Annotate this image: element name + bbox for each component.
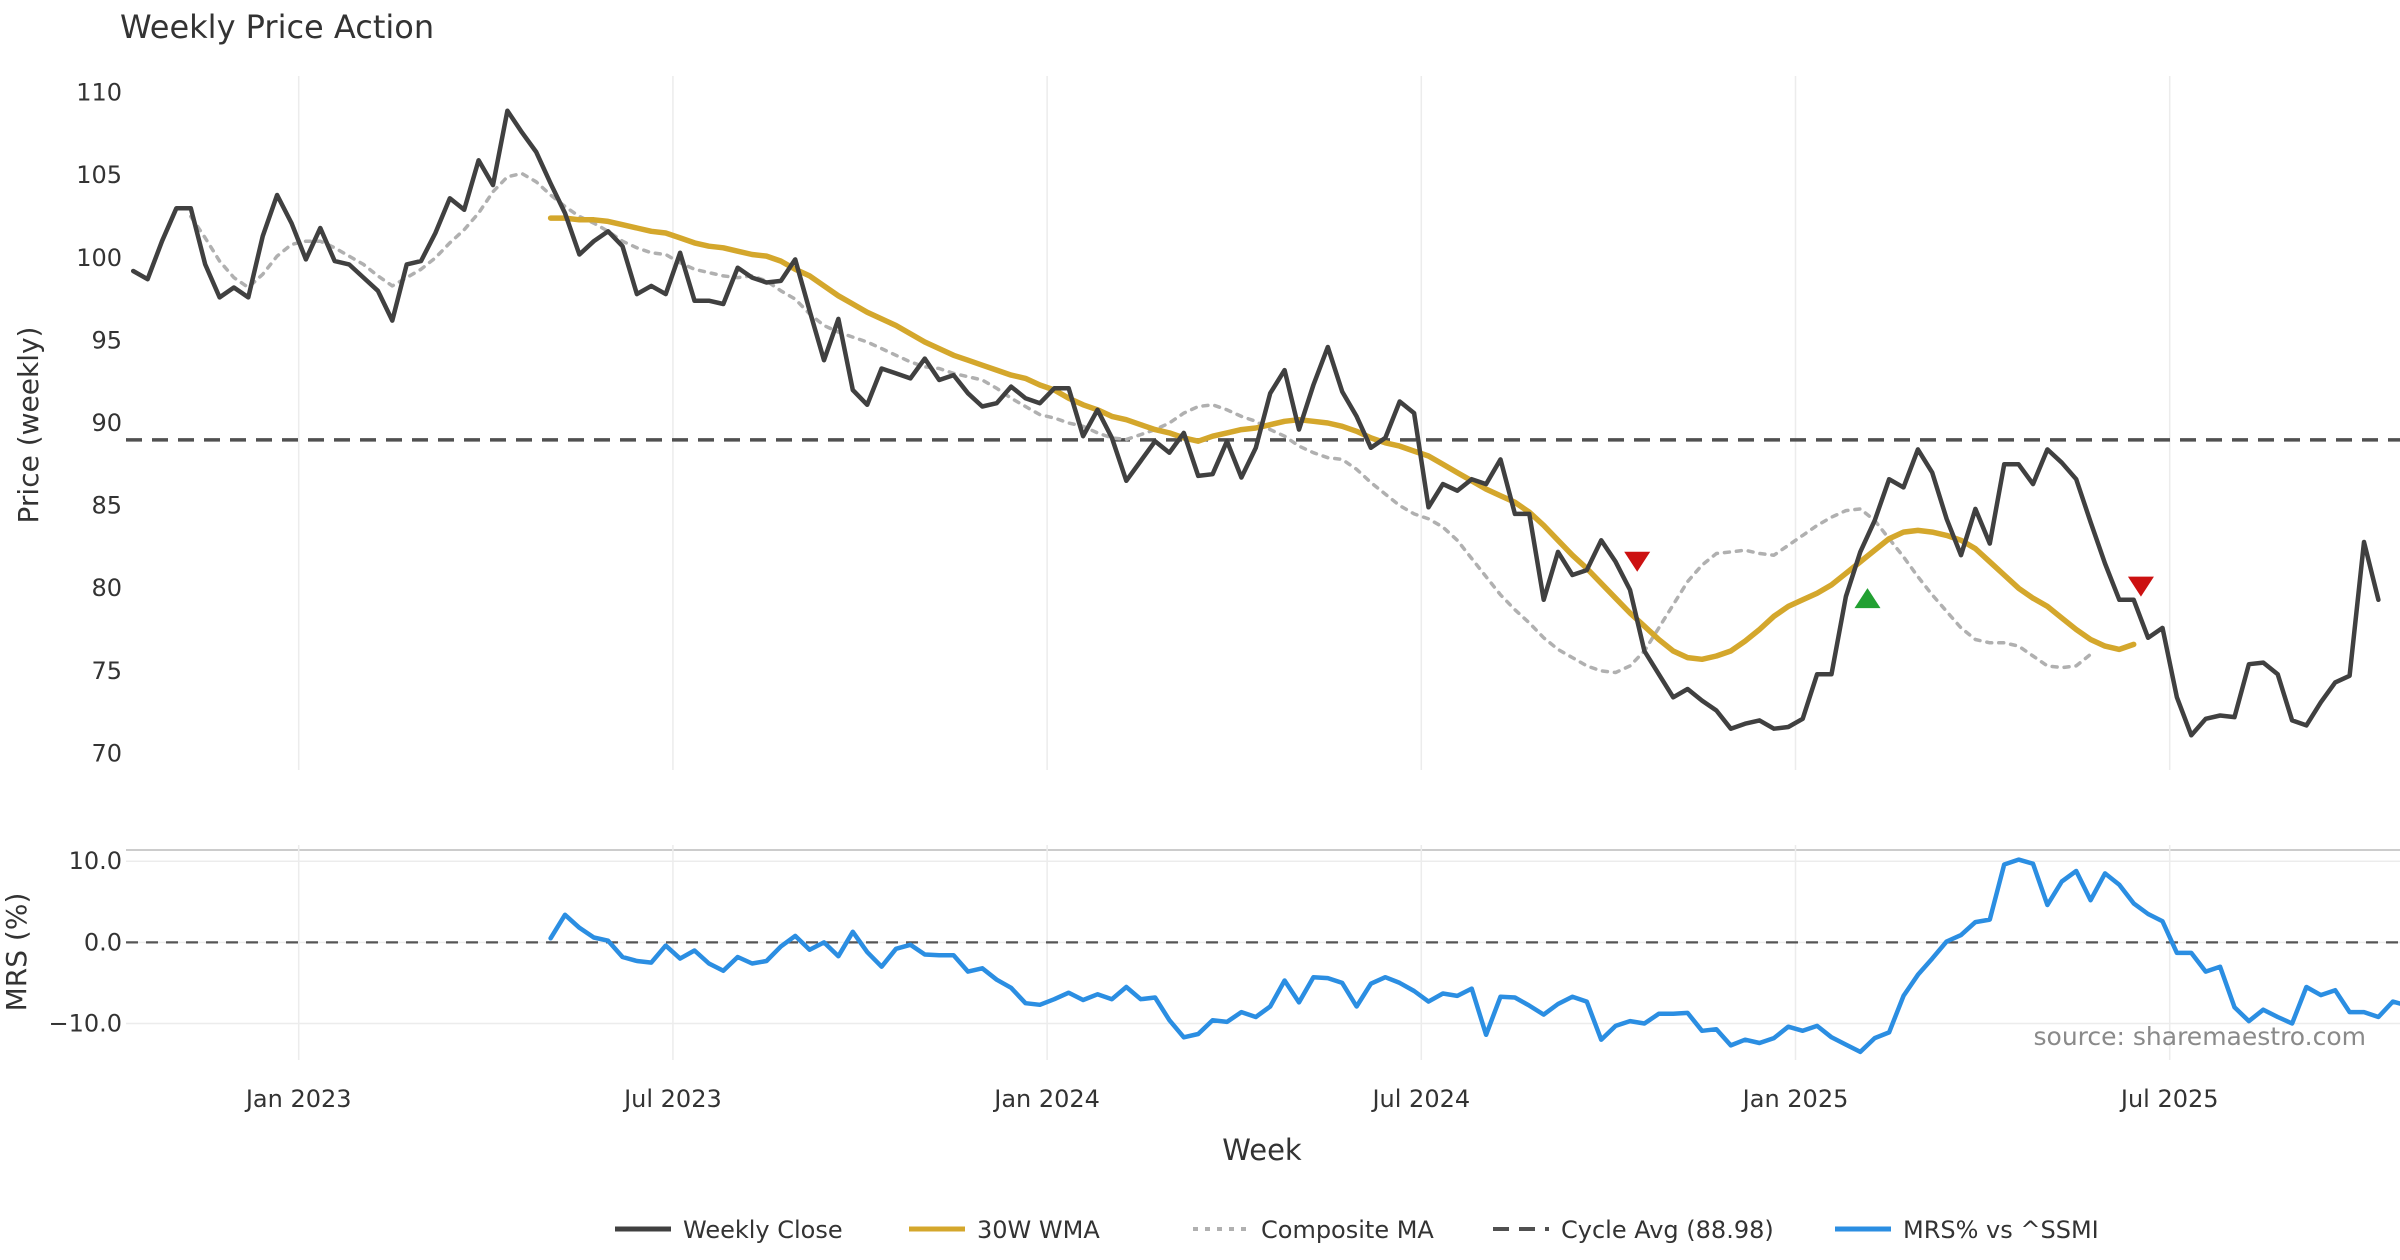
- mrs-y-tick-label: −10.0: [48, 1009, 122, 1037]
- mrs-y-label: MRS (%): [0, 893, 33, 1012]
- buy-signal-marker: [1854, 588, 1881, 609]
- source-note: source: sharemaestro.com: [2034, 1022, 2367, 1051]
- price-y-tick-label: 95: [91, 326, 122, 354]
- price-y-tick-label: 75: [91, 657, 122, 685]
- legend: Weekly Close 30W WMA Composite MA Cycle Avg…: [615, 1216, 2099, 1244]
- x-axis-label: Week: [1222, 1133, 1302, 1167]
- price-y-tick-label: 110: [76, 79, 122, 107]
- price-y-tick-label: 80: [91, 574, 122, 602]
- mrs-y-ticks: 10.0 0.0 −10.0: [48, 847, 122, 1037]
- mrs-y-tick-label: 0.0: [84, 928, 122, 956]
- legend-label: Weekly Close: [683, 1216, 843, 1244]
- price-y-tick-label: 85: [91, 492, 122, 520]
- price-y-ticks: 70 75 80 85 90 95 100 105 110: [76, 79, 122, 768]
- price-grid: [297, 76, 2171, 770]
- x-tick-label: Jul 2023: [622, 1085, 722, 1113]
- composite-ma-line: [189, 171, 2093, 675]
- legend-label: Composite MA: [1261, 1216, 1434, 1244]
- mrs-line: [548, 857, 2400, 1055]
- x-tick-label: Jan 2025: [1741, 1085, 1849, 1113]
- wma-30w-line: [547, 215, 2137, 663]
- x-tick-label: Jan 2024: [992, 1085, 1100, 1113]
- price-y-tick-label: 90: [91, 409, 122, 437]
- x-tick-label: Jul 2025: [2119, 1085, 2219, 1113]
- mrs-y-tick-label: 10.0: [69, 847, 122, 875]
- chart-title: Weekly Price Action: [120, 8, 434, 46]
- sell-signal-marker: [2127, 576, 2154, 597]
- price-y-label: Price (weekly): [12, 327, 45, 524]
- sell-signal-marker: [1624, 551, 1651, 572]
- legend-label: MRS% vs ^SSMI: [1903, 1216, 2099, 1244]
- weekly-close-line: [130, 108, 2381, 738]
- price-y-tick-label: 100: [76, 244, 122, 272]
- legend-label: Cycle Avg (88.98): [1561, 1216, 1774, 1244]
- signal-layer: [1624, 551, 2154, 609]
- x-ticks: Jan 2023 Jul 2023 Jan 2024 Jul 2024 Jan 2025…: [244, 1085, 2219, 1113]
- price-y-tick-label: 70: [91, 739, 122, 767]
- legend-label: 30W WMA: [977, 1216, 1100, 1244]
- x-tick-label: Jul 2024: [1370, 1085, 1470, 1113]
- price-y-tick-label: 105: [76, 161, 122, 189]
- x-tick-label: Jan 2023: [244, 1085, 352, 1113]
- series-layer: [126, 108, 2400, 1055]
